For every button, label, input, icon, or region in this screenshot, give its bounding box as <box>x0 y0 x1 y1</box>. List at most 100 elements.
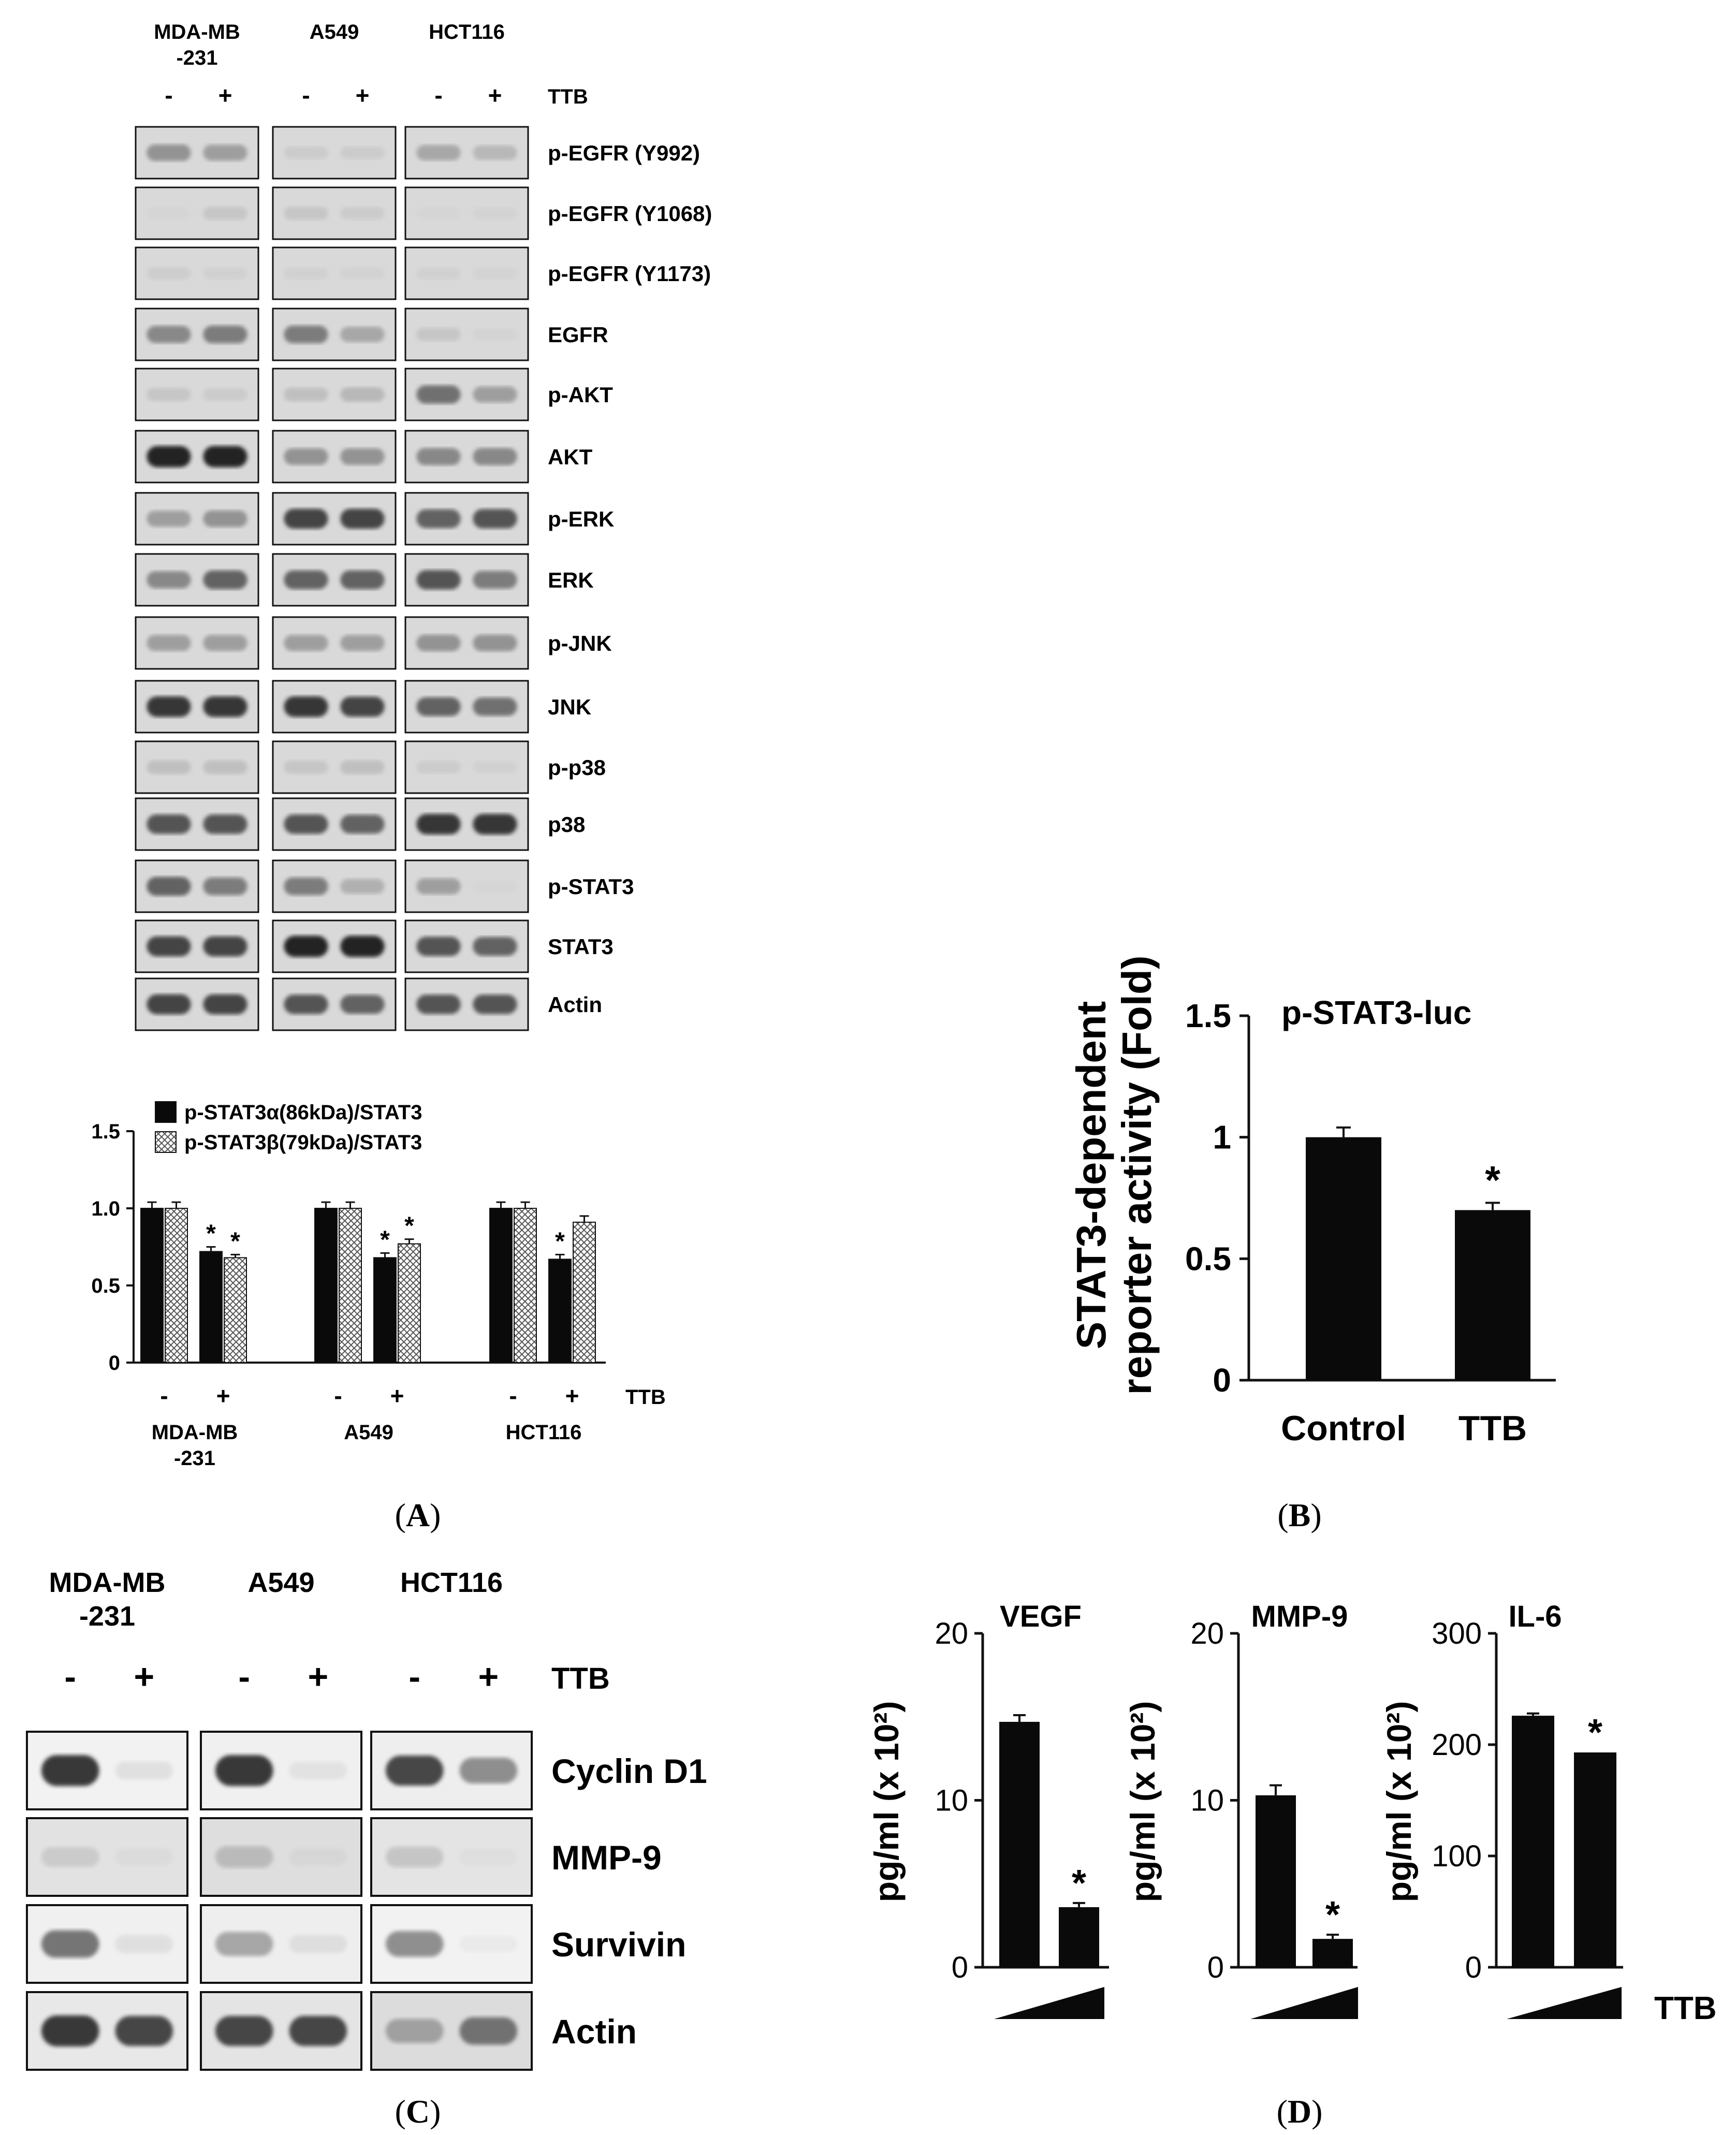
blot-band <box>41 2015 99 2046</box>
blot-row-mmp-9: MMP-9 <box>26 1817 662 1897</box>
blot-band <box>115 1761 173 1780</box>
blot-band <box>416 207 461 220</box>
cell-line-label-mda-mb-231: -231 <box>176 47 217 69</box>
chart-title: MMP-9 <box>1251 1600 1348 1633</box>
y-tick-label: 0 <box>1465 1951 1482 1984</box>
blot-band <box>284 995 328 1014</box>
blot-band <box>340 448 385 465</box>
y-tick-label: 20 <box>935 1617 968 1650</box>
blot-band <box>416 385 461 404</box>
y-axis-label: pg/ml (x 10²) <box>867 1701 906 1903</box>
blot-band <box>147 936 191 957</box>
blot-band <box>385 1847 444 1867</box>
blot-row-p-jnk: p-JNK <box>135 616 612 670</box>
group-label-mda-mb-231: MDA-MB <box>152 1421 238 1444</box>
dose-wedge <box>994 1987 1104 2019</box>
blot-label-p-egfr-y1173: p-EGFR (Y1173) <box>548 261 711 286</box>
significance-mark: * <box>1072 1863 1086 1904</box>
blot-band <box>147 994 191 1015</box>
blot-band <box>284 387 328 402</box>
blot-band <box>340 267 385 280</box>
significance-mark: * <box>1588 1712 1602 1753</box>
blot-band <box>147 876 191 896</box>
blot-band <box>147 814 191 834</box>
significance-mark: * <box>1325 1894 1340 1936</box>
blot-label-p-akt: p-AKT <box>548 383 613 407</box>
blot-band <box>147 760 191 774</box>
blot-label-p-p38: p-p38 <box>548 755 606 780</box>
blot-band <box>473 937 517 956</box>
blot-label-survivin: Survivin <box>551 1925 686 1964</box>
blot-band <box>284 935 328 957</box>
y-tick-label: 10 <box>1190 1784 1224 1818</box>
blot-band <box>284 570 328 590</box>
legend-swatch <box>155 1101 177 1123</box>
blot-band <box>284 814 328 834</box>
blot-band <box>340 207 385 220</box>
bar-p-stat3-86kda-stat3 <box>373 1257 397 1364</box>
y-tick-label: 0 <box>1213 1362 1231 1399</box>
blot-band <box>147 696 191 717</box>
blot-band <box>215 1846 273 1868</box>
y-tick-label: 300 <box>1432 1617 1482 1650</box>
cell-line-label-mda-mb-231: MDA-MB <box>49 1567 166 1598</box>
blot-band <box>459 1848 518 1866</box>
blot-band <box>284 325 328 344</box>
blot-band <box>340 327 385 342</box>
blot-row-stat3: STAT3 <box>135 919 614 973</box>
blot-band <box>203 696 247 717</box>
bar-p-stat3-79kda-stat3 <box>398 1243 421 1364</box>
blot-band <box>115 2015 173 2046</box>
blot-band <box>340 635 385 651</box>
blot-band <box>340 814 385 834</box>
blot-band <box>147 388 191 401</box>
treatment-sign: + <box>390 1382 404 1409</box>
y-tick-label: 1.0 <box>91 1197 120 1220</box>
blot-band <box>284 761 328 774</box>
significance-mark: * <box>404 1212 414 1240</box>
blot-band <box>473 880 517 893</box>
blot-band <box>215 2015 273 2046</box>
blot-band <box>459 1936 518 1952</box>
blot-band <box>416 814 461 835</box>
bar <box>1574 1752 1616 1967</box>
cell-line-label-hct116: HCT116 <box>429 21 505 43</box>
blot-band <box>473 448 517 465</box>
significance-mark: * <box>555 1227 565 1255</box>
bar-p-stat3-86kda-stat3 <box>199 1251 223 1363</box>
x-category-label-control: Control <box>1281 1409 1406 1448</box>
blot-row-p-egfr-y1173: p-EGFR (Y1173) <box>135 246 711 300</box>
blot-label-p-egfr-y1068: p-EGFR (Y1068) <box>548 201 712 226</box>
blot-band <box>416 878 461 895</box>
blot-row-p-erk: p-ERK <box>135 492 614 546</box>
blot-band <box>203 760 247 774</box>
bar-p-stat3-79kda-stat3 <box>573 1221 596 1364</box>
blot-band <box>416 634 461 652</box>
blot-band <box>473 509 517 529</box>
blot-band <box>115 1848 173 1866</box>
blot-band <box>147 446 191 467</box>
bar <box>1256 1795 1296 1967</box>
blot-band <box>115 1935 173 1953</box>
panel-a-quantification-chart: 00.51.01.5-* *+MDA-MB-231-**+A549-*+HCT11… <box>91 1101 666 1470</box>
cell-line-label-mda-mb-231: -231 <box>79 1601 135 1632</box>
blot-band <box>289 1848 347 1866</box>
bar-p-stat3-86kda-stat3 <box>489 1208 513 1363</box>
blot-row-erk: ERK <box>135 553 594 607</box>
blot-band <box>203 936 247 957</box>
blot-band <box>147 207 191 220</box>
blot-row-egfr: EGFR <box>135 308 608 361</box>
elisa-chart-vegf: 0 10 20 * VEGF pg/ml (x 10²) <box>867 1600 1109 2019</box>
blot-band <box>284 146 328 159</box>
blot-band <box>203 570 247 590</box>
blot-band <box>473 814 517 835</box>
blot-band <box>284 207 328 220</box>
y-axis-label-line-1: STAT3-dependent <box>1068 1001 1114 1350</box>
treatment-label: TTB <box>551 1662 610 1695</box>
blot-band <box>416 448 461 465</box>
y-axis-label: pg/ml (x 10²) <box>1380 1701 1418 1903</box>
blot-label-cyclin-d1: Cyclin D1 <box>551 1752 707 1790</box>
blot-band <box>289 1762 347 1779</box>
treatment-sign: - <box>238 1657 250 1697</box>
